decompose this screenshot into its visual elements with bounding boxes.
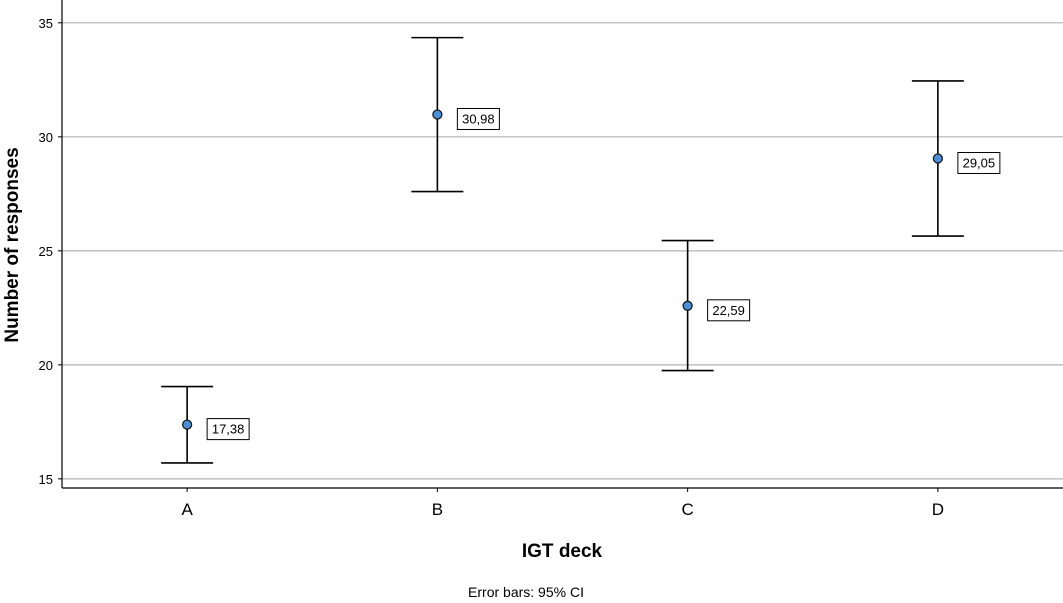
data-label-box (957, 151, 1001, 174)
data-label-box (206, 418, 250, 441)
y-tick-label: 20 (39, 358, 53, 373)
data-label-c: 22,59 (707, 299, 751, 322)
y-tick-label: 35 (39, 16, 53, 31)
data-label-d: 29,05 (957, 151, 1001, 174)
y-axis-title: Number of responses (2, 147, 23, 342)
x-tick-label-c: C (681, 500, 693, 519)
data-point-a (181, 419, 193, 430)
x-tick-label-b: B (432, 500, 443, 519)
data-points (181, 109, 944, 430)
data-label-box (707, 299, 751, 322)
footnote: Error bars: 95% CI (468, 584, 584, 600)
data-label-text: 17,38 (212, 422, 245, 437)
axes (58, 0, 1063, 492)
data-label-a: 17,38 (206, 418, 250, 441)
y-tick-label: 30 (39, 130, 53, 145)
data-point-d (932, 153, 944, 164)
gridlines (62, 22, 1063, 480)
y-tick-label: 25 (39, 244, 53, 259)
x-axis-title: IGT deck (522, 541, 603, 562)
data-point-c (682, 300, 693, 311)
y-tick-label: 15 (39, 472, 53, 487)
data-label-text: 22,59 (712, 303, 745, 318)
data-label-text: 30,98 (462, 111, 495, 126)
x-tick-label-d: D (932, 500, 944, 519)
data-label-box (456, 107, 500, 130)
x-tick-labels: A B C D (181, 500, 944, 519)
x-tick-label-a: A (181, 500, 193, 519)
data-labels: 17,38 30,98 22,59 29,05 (206, 107, 1001, 441)
data-label-b: 30,98 (456, 107, 500, 130)
data-point-b (432, 109, 443, 120)
y-tick-labels: 15 20 25 30 35 (39, 16, 53, 487)
data-label-text: 29,05 (963, 155, 996, 170)
